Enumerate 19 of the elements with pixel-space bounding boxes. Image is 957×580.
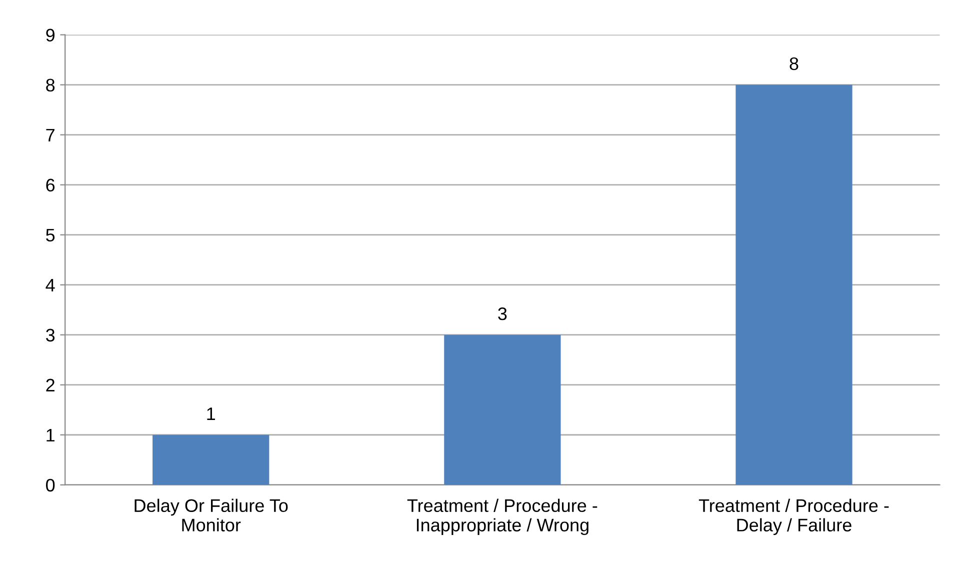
data-label: 3 bbox=[498, 307, 507, 320]
y-tick-label: 3 bbox=[46, 328, 55, 342]
bar bbox=[152, 434, 270, 485]
x-tick-label: Delay Or Failure To Monitor bbox=[134, 498, 288, 532]
x-tick-label: Treatment / Procedure - Delay / Failure bbox=[698, 498, 889, 536]
y-tick-label: 1 bbox=[46, 428, 54, 442]
data-label: 1 bbox=[207, 408, 215, 420]
y-tick-label: 8 bbox=[46, 78, 55, 92]
x-tick-label: Treatment / Procedure - Inappropriate / Wrong bbox=[407, 498, 598, 536]
y-tick-label: 2 bbox=[46, 378, 54, 392]
y-tick-label: 4 bbox=[46, 278, 55, 292]
bar bbox=[736, 84, 852, 485]
bar bbox=[444, 334, 561, 485]
data-label: 8 bbox=[790, 57, 798, 70]
y-tick-label: 9 bbox=[46, 28, 54, 42]
y-tick-label: 7 bbox=[46, 128, 54, 142]
y-tick-label: 6 bbox=[46, 178, 55, 192]
y-tick-label: 0 bbox=[46, 478, 55, 492]
y-tick-label: 5 bbox=[46, 228, 55, 242]
